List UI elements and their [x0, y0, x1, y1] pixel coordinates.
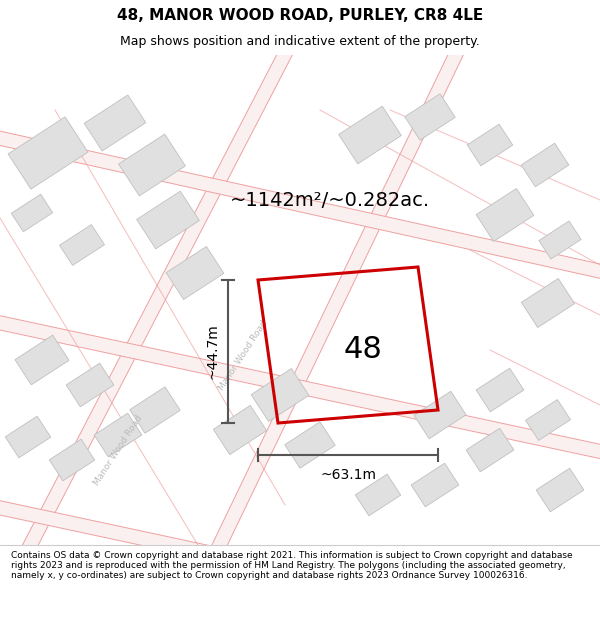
Polygon shape: [521, 143, 569, 187]
Text: 48: 48: [344, 336, 382, 364]
Polygon shape: [119, 134, 185, 196]
Polygon shape: [137, 191, 199, 249]
Polygon shape: [539, 221, 581, 259]
Polygon shape: [66, 363, 114, 407]
Polygon shape: [355, 474, 401, 516]
Polygon shape: [11, 194, 53, 232]
Text: Manor Wood Road: Manor Wood Road: [92, 413, 144, 487]
Text: Manor Wood Road: Manor Wood Road: [217, 318, 269, 392]
Polygon shape: [59, 224, 104, 266]
Polygon shape: [0, 118, 600, 287]
Polygon shape: [203, 22, 476, 568]
Polygon shape: [338, 106, 401, 164]
Polygon shape: [521, 279, 575, 328]
Polygon shape: [526, 399, 571, 441]
Polygon shape: [15, 335, 69, 385]
Polygon shape: [49, 439, 95, 481]
Polygon shape: [0, 303, 600, 467]
Polygon shape: [476, 368, 524, 412]
Polygon shape: [166, 246, 224, 299]
Polygon shape: [0, 488, 600, 625]
Text: Contains OS data © Crown copyright and database right 2021. This information is : Contains OS data © Crown copyright and d…: [11, 551, 572, 581]
Polygon shape: [130, 387, 180, 433]
Polygon shape: [14, 22, 306, 568]
Text: ~63.1m: ~63.1m: [320, 468, 376, 482]
Polygon shape: [414, 391, 466, 439]
Polygon shape: [285, 422, 335, 468]
Polygon shape: [214, 406, 266, 454]
Polygon shape: [5, 416, 51, 458]
Text: ~1142m²/~0.282ac.: ~1142m²/~0.282ac.: [230, 191, 430, 209]
Polygon shape: [84, 95, 146, 151]
Polygon shape: [467, 124, 513, 166]
Polygon shape: [466, 428, 514, 472]
Text: ~44.7m: ~44.7m: [205, 324, 219, 379]
Polygon shape: [476, 189, 534, 241]
Text: Map shows position and indicative extent of the property.: Map shows position and indicative extent…: [120, 35, 480, 48]
Polygon shape: [94, 413, 142, 457]
Polygon shape: [405, 94, 455, 140]
Polygon shape: [8, 117, 88, 189]
Polygon shape: [536, 468, 584, 512]
Polygon shape: [411, 463, 459, 507]
Polygon shape: [251, 369, 309, 421]
Text: 48, MANOR WOOD ROAD, PURLEY, CR8 4LE: 48, MANOR WOOD ROAD, PURLEY, CR8 4LE: [117, 8, 483, 23]
